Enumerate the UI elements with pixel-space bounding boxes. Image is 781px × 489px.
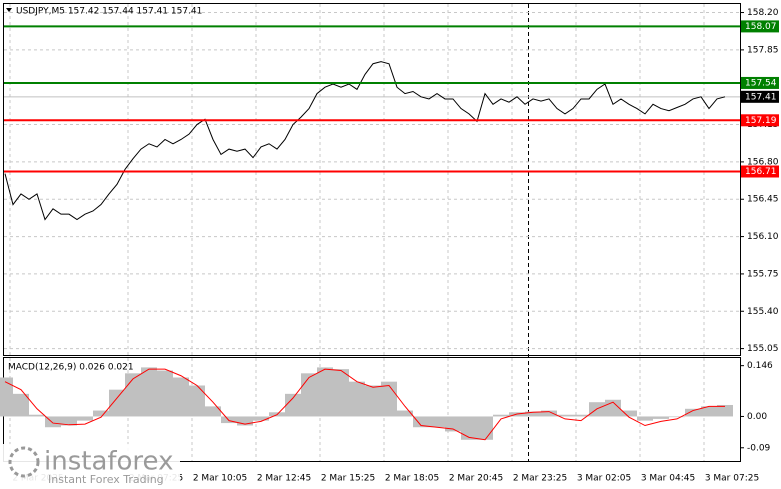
histogram-bar [445,416,461,432]
x-tick-label: 2 Mar 20:45 [449,474,503,484]
current-price-tag [741,90,779,103]
histogram-bar [77,416,93,421]
logo-tagline: Instant Forex Trading [48,473,164,486]
y-tick-label: 155.05 [747,344,779,354]
histogram-bar [189,385,205,417]
signal-line [4,368,725,441]
histogram-bar [141,367,157,417]
y-tick-label: 155.40 [747,307,779,317]
x-tick-label: 2 Mar 15:25 [321,474,375,484]
y-tick-label: 0.00 [747,412,767,422]
histogram-bar [493,414,509,417]
histogram-bar [333,369,349,417]
y-tick-label: -0.09 [747,443,771,453]
level-tag [741,20,779,33]
histogram-bar [221,416,237,424]
y-tick-label: 0.146 [747,361,773,371]
histogram-bar [637,416,653,421]
histogram-bar [253,416,269,421]
histogram-bar [669,416,685,418]
histogram-bar [0,377,13,417]
level-label: 158.07 [745,22,777,32]
histogram-bar [365,385,381,417]
current-price-label: 157.41 [745,92,777,102]
histogram-bar [381,381,397,417]
level-label: 157.19 [745,116,777,126]
histogram-bar [157,370,173,417]
level-label: 157.54 [745,78,777,88]
macd-label: MACD(12,26,9) 0.026 0.021 [8,363,134,373]
x-tick-label: 2 Mar 23:25 [513,474,567,484]
histogram-bar [317,367,333,417]
logo-bg [0,444,180,489]
histogram-bar [301,373,317,417]
x-tick-label: 3 Mar 02:05 [577,474,631,484]
x-tick-label: 2 Mar 10:05 [193,474,247,484]
x-tick-label: 3 Mar 07:25 [705,474,759,484]
histogram-bar [45,416,61,428]
logo-icon [8,446,40,478]
histogram-bar [93,410,109,417]
histogram-bar [477,416,493,440]
histogram-bar [541,410,557,417]
y-tick-label: 156.45 [747,195,779,205]
histogram-bar [397,410,413,417]
price-frame [3,3,741,356]
histogram-bar [29,414,45,417]
histogram-bar [125,373,141,417]
histogram-bar [285,393,301,417]
histogram-bar [461,416,477,440]
histogram-bar [621,410,637,417]
histogram-bar [525,411,541,417]
y-tick-label: 156.80 [747,157,779,167]
watermark: instaforex Instant Forex Trading [0,444,180,489]
y-tick-label: 158.20 [747,8,779,18]
x-tick-label: 3 Mar 04:45 [641,474,695,484]
histogram-bar [701,406,717,417]
histogram-bar [653,416,669,419]
level-tag [741,76,779,89]
histogram-bar [413,416,429,428]
histogram-bar [717,404,733,417]
logo-brand: instaforex [44,447,173,477]
price-line [4,61,726,221]
level-tag [741,114,779,127]
y-tick-label: 156.10 [747,232,779,242]
histogram-bar [109,389,125,417]
header-arrow [6,8,12,12]
level-tag [741,165,779,178]
histogram-bar [205,406,221,417]
histogram-bar [237,416,253,426]
y-tick-label: 157.85 [747,45,779,55]
histogram-bar [173,377,189,417]
histogram-bar [61,416,77,426]
x-tick-label: 2 Mar 12:45 [257,474,311,484]
histogram-bar [685,408,701,417]
chart-header: USDJPY,M5 157.42 157.44 157.41 157.41 [16,7,202,17]
y-tick-label: 155.75 [747,269,779,279]
histogram-bar [429,416,445,428]
histogram-bar [573,414,589,417]
x-tick-label: 2 Mar 18:05 [385,474,439,484]
histogram-bar [557,414,573,417]
histogram-bar [13,393,29,417]
level-label: 156.71 [745,167,777,177]
histogram-bar [349,381,365,417]
